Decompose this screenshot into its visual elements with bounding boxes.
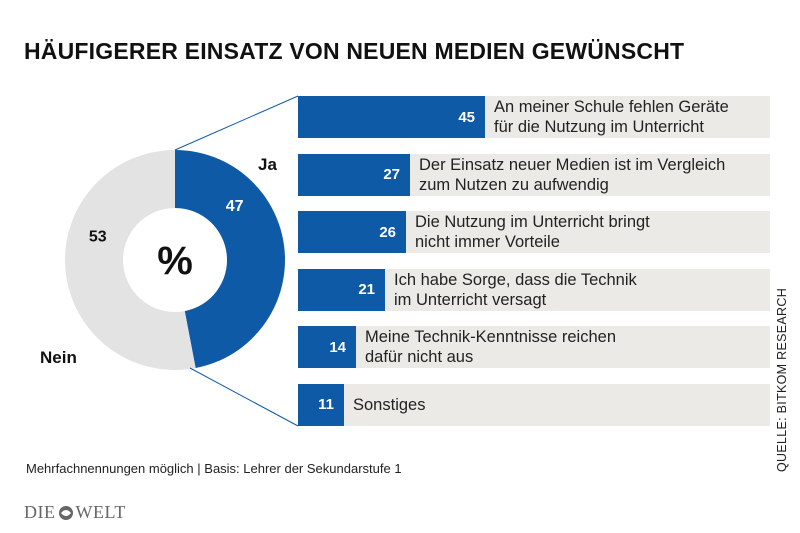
bar-5: 14 <box>298 326 356 368</box>
publisher-logo: DIE WELT <box>24 502 126 523</box>
bar-label-5: Meine Technik-Kenntnisse reichen dafür n… <box>365 328 617 366</box>
globe-icon <box>58 505 73 520</box>
bar-label-1: An meiner Schule fehlen Geräte für die N… <box>494 98 729 136</box>
bar-label-2: Der Einsatz neuer Medien ist im Vergleic… <box>419 155 726 194</box>
pie-center-label: % <box>157 239 193 283</box>
bar-6: 11 <box>298 383 344 426</box>
footnote: Mehrfachnennungen möglich | Basis: Lehre… <box>26 461 402 476</box>
pie-value-ja: 47 <box>226 198 244 215</box>
pie-slice-ja <box>175 150 285 369</box>
pie-slice-nein <box>65 150 196 370</box>
pie-value-nein: 53 <box>89 229 107 246</box>
bar-4: 21 <box>298 268 385 311</box>
bar-3: 26 <box>298 211 406 253</box>
donut-chart: 47 53 Ja Nein% <box>40 95 299 427</box>
bar-label-6: Sonstiges <box>353 395 426 414</box>
connector-line-bottom <box>189 367 299 427</box>
bar-1: 45 <box>298 96 485 138</box>
chart-title: HÄUFIGERER EINSATZ VON NEUEN MEDIEN GEWÜ… <box>24 38 685 64</box>
bar-row-background <box>298 383 770 426</box>
logo-text-right: WELT <box>75 502 126 522</box>
bar-label-3: Die Nutzung im Unterricht bringt nicht i… <box>415 213 650 251</box>
bar-2: 27 <box>298 153 410 196</box>
pie-label-ja: Ja <box>258 155 277 174</box>
bar-label-4: Ich habe Sorge, dass die Technik im Unte… <box>394 270 637 309</box>
bar-row-background <box>298 326 770 368</box>
connector-line-top <box>174 95 299 151</box>
pie-label-nein: Nein <box>40 348 77 367</box>
source-note: QUELLE: BITKOM RESEARCH <box>775 287 789 472</box>
logo-text-left: DIE <box>24 502 56 522</box>
